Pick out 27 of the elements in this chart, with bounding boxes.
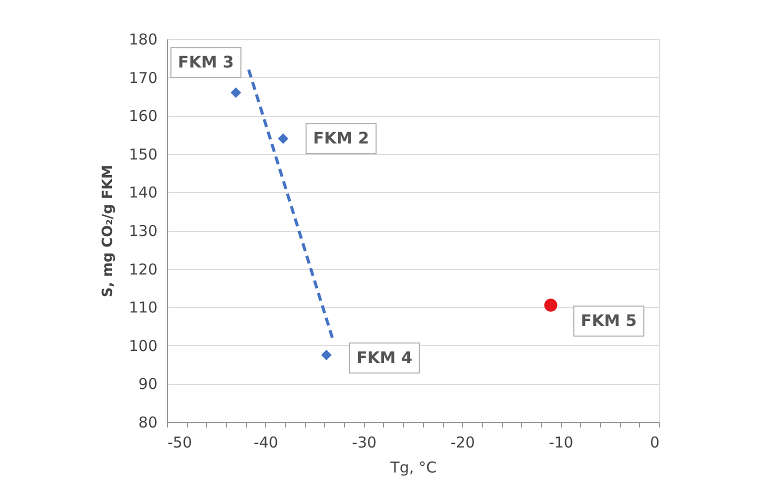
x-tick-label: -50 — [168, 434, 192, 452]
y-tick-label: 110 — [128, 298, 158, 317]
y-tick-label: 90 — [138, 375, 158, 394]
point — [278, 133, 288, 144]
annotation: FKM 5 — [580, 311, 637, 330]
annotation: FKM 3 — [178, 52, 234, 72]
x-tick-label: -10 — [548, 434, 574, 452]
point — [321, 350, 332, 360]
y-tick-label: 180 — [128, 30, 158, 48]
y-tick-label: 100 — [128, 336, 158, 355]
y-tick-label: 80 — [138, 414, 158, 432]
annotation: FKM 2 — [313, 128, 370, 148]
annotation: FKM 4 — [356, 348, 412, 367]
point — [544, 298, 558, 312]
y-tick-label: 140 — [128, 184, 158, 202]
y-tick-label: 120 — [128, 260, 158, 278]
x-axis-title: Tg, °C — [389, 458, 437, 476]
x-tick-label: 0 — [650, 434, 660, 452]
y-tick-label: 130 — [128, 222, 158, 240]
y-tick-label: 160 — [128, 107, 158, 126]
y-axis-title: S, mg CO₂/g FKM — [100, 164, 116, 298]
y-tick-label: 150 — [128, 145, 158, 164]
point — [230, 87, 242, 98]
x-tick-label: -20 — [450, 434, 475, 452]
x-tick-label: -40 — [254, 434, 278, 452]
x-tick-label: -30 — [352, 434, 377, 452]
y-tick-label: 170 — [128, 68, 158, 87]
